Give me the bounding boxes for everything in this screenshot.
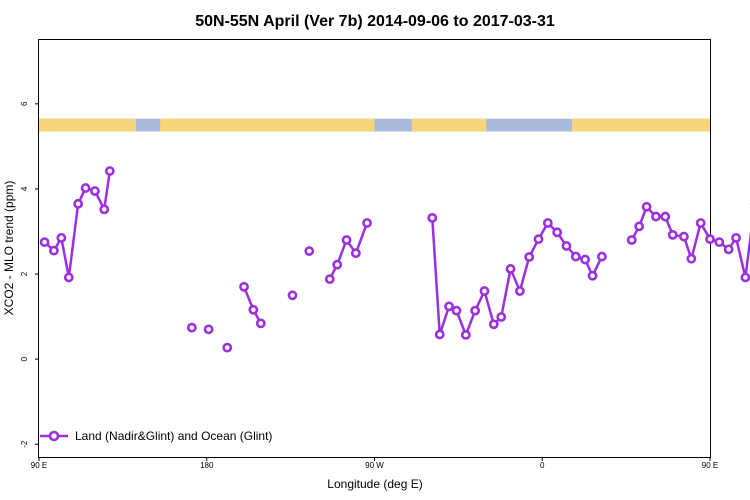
- data-point: [561, 241, 572, 251]
- data-point: [723, 244, 734, 255]
- data-point: [570, 251, 581, 262]
- data-point: [580, 254, 591, 265]
- y-axis-label: XCO2 - MLO trend (ppm): [2, 181, 16, 316]
- chart-title: 50N-55N April (Ver 7b) 2014-09-06 to 201…: [195, 13, 555, 30]
- x-tick-label: 180: [200, 461, 214, 470]
- x-axis-label: Longitude (deg E): [327, 477, 422, 491]
- land-segment: [572, 118, 710, 132]
- data-point: [99, 204, 110, 215]
- series-line: [43, 170, 112, 279]
- data-point: [239, 281, 249, 292]
- data-point: [427, 212, 438, 223]
- data-point: [505, 264, 516, 274]
- data-point: [49, 245, 59, 256]
- data-point: [651, 211, 661, 222]
- series-plot: [39, 166, 750, 353]
- data-point: [362, 218, 372, 228]
- data-point: [56, 232, 67, 243]
- data-point: [695, 218, 706, 228]
- data-point: [90, 186, 100, 196]
- land-ocean-band: [39, 118, 710, 132]
- data-point: [434, 329, 445, 340]
- data-point: [104, 166, 115, 176]
- data-point: [80, 183, 91, 193]
- data-point: [714, 237, 725, 248]
- legend-marker: [48, 430, 60, 442]
- data-point: [470, 305, 481, 316]
- data-point: [496, 312, 507, 322]
- data-point: [39, 237, 50, 248]
- data-point: [479, 286, 490, 296]
- data-point: [287, 290, 298, 301]
- data-point: [63, 272, 74, 283]
- land-segment: [411, 118, 487, 132]
- data-point: [186, 322, 197, 333]
- y-tick-label: 4: [20, 186, 29, 191]
- data-point: [634, 221, 645, 232]
- data-point: [686, 253, 697, 264]
- data-point: [679, 231, 689, 242]
- data-point: [705, 234, 715, 245]
- data-point: [641, 201, 652, 212]
- legend: Land (Nadir&Glint) and Ocean (Glint): [40, 429, 272, 443]
- data-point: [460, 329, 471, 340]
- y-tick-label: -2: [20, 440, 29, 448]
- data-point: [73, 198, 84, 209]
- land-segment: [160, 118, 375, 132]
- series-line: [431, 217, 604, 337]
- legend-label: Land (Nadir&Glint) and Ocean (Glint): [75, 429, 272, 443]
- data-point: [667, 229, 678, 240]
- data-point: [451, 305, 462, 316]
- data-point: [552, 227, 563, 238]
- data-point: [514, 286, 525, 296]
- series-line: [630, 205, 750, 279]
- data-point: [542, 218, 553, 228]
- y-tick-label: 2: [20, 271, 29, 276]
- land-segment: [39, 118, 136, 132]
- x-tick-label: 90 W: [365, 461, 384, 470]
- data-point: [596, 251, 607, 262]
- data-point: [731, 232, 741, 243]
- data-point: [350, 248, 361, 259]
- data-point: [324, 274, 335, 285]
- data-point: [444, 301, 454, 312]
- series-line: [328, 222, 369, 280]
- plot-frame: [38, 39, 711, 458]
- data-point: [524, 252, 535, 262]
- x-axis: 90 E 180 90 W 0 90 E: [31, 457, 718, 470]
- data-point: [255, 318, 266, 329]
- y-tick-label: 0: [20, 356, 29, 361]
- data-point: [222, 342, 233, 353]
- data-point: [203, 324, 214, 335]
- data-point: [660, 211, 671, 222]
- data-point: [248, 304, 259, 315]
- x-tick-label: 90 E: [702, 461, 718, 470]
- data-point: [587, 270, 598, 281]
- data-point: [533, 234, 544, 245]
- y-axis: -2 0 2 4 6: [20, 101, 39, 448]
- x-tick-label: 0: [540, 461, 545, 470]
- data-point: [626, 235, 637, 245]
- y-tick-label: 6: [20, 101, 29, 106]
- data-point: [488, 319, 499, 330]
- data-point: [304, 246, 315, 256]
- data-point: [332, 259, 343, 270]
- data-point: [740, 272, 750, 283]
- x-tick-label: 90 E: [31, 461, 47, 470]
- data-point: [341, 235, 352, 245]
